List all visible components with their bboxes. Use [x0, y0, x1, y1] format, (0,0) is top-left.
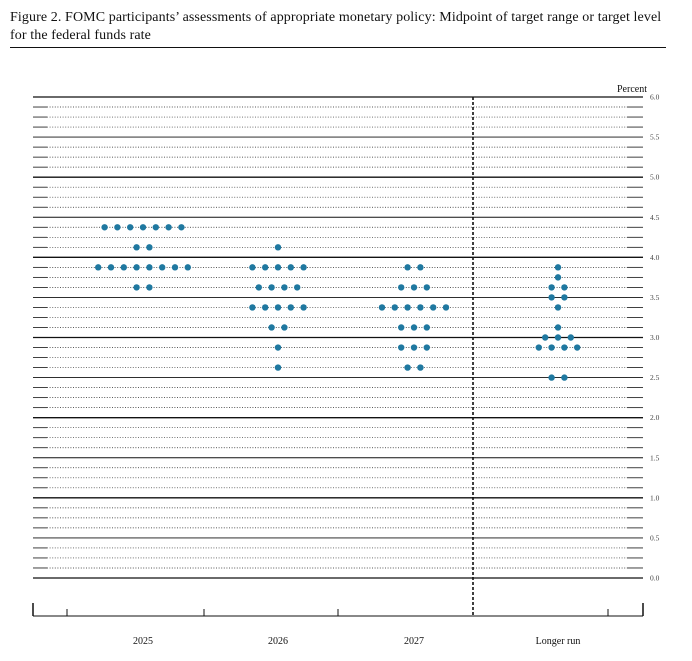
x-category-label: Longer run [536, 636, 581, 647]
participant-dot [120, 264, 128, 271]
participant-dot [165, 224, 172, 231]
participant-dot [404, 264, 411, 271]
participant-dot [404, 304, 411, 311]
participant-dot [554, 334, 562, 341]
participant-dot [423, 344, 430, 351]
figure-title: Figure 2. FOMC participants’ assessments… [10, 10, 662, 43]
participant-dot [542, 334, 549, 341]
y-tick-label: 1.0 [650, 493, 660, 502]
participant-dot [554, 304, 562, 311]
participant-dot [294, 284, 301, 291]
y-tick-label: 4.5 [650, 213, 660, 222]
y-tick-label: 0.5 [650, 533, 660, 542]
title-rule [10, 47, 666, 48]
y-tick-label: 3.5 [650, 293, 660, 302]
participant-dot [554, 264, 562, 271]
y-tick-label: 0.0 [650, 574, 660, 583]
participant-dot [255, 284, 262, 291]
participant-dot [133, 244, 140, 251]
participant-dot [378, 304, 386, 311]
participant-dot [171, 264, 179, 271]
participant-dot [249, 264, 256, 271]
participant-dot [262, 304, 269, 311]
y-tick-label: 1.5 [650, 453, 660, 462]
participant-dot [398, 324, 405, 331]
y-tick-label: 5.5 [650, 133, 660, 142]
participant-dot [442, 304, 450, 311]
participant-dot [548, 374, 555, 381]
participant-dot [249, 304, 256, 311]
participant-dot [101, 224, 108, 231]
participant-dot [274, 264, 282, 271]
participant-dot [410, 344, 418, 351]
participant-dot [287, 304, 294, 311]
participant-dot [262, 264, 269, 271]
participant-dot [423, 324, 430, 331]
participant-dot [178, 224, 185, 231]
participant-dot [567, 334, 574, 341]
participant-dot [268, 324, 275, 331]
participant-dot [114, 224, 121, 231]
participant-dot [146, 264, 153, 271]
participant-dot [159, 264, 166, 271]
x-category-label: 2025 [133, 636, 153, 647]
participant-dot [561, 294, 568, 301]
participant-dot [548, 284, 555, 291]
y-tick-label: 5.0 [650, 173, 660, 182]
participant-dot [133, 264, 140, 271]
y-tick-label: 2.5 [650, 373, 660, 382]
participant-dot [391, 304, 398, 311]
y-tick-label: 2.0 [650, 413, 660, 422]
participant-dot [404, 364, 411, 371]
participant-dot [146, 244, 153, 251]
participant-dot [548, 294, 555, 301]
participant-dot [535, 344, 542, 351]
y-tick-label: 6.0 [650, 93, 660, 102]
participant-dot [107, 264, 115, 271]
participant-dot [398, 344, 405, 351]
participant-dot [574, 344, 581, 351]
participant-dot [300, 304, 307, 311]
participant-dot [410, 324, 418, 331]
participant-dot [281, 284, 288, 291]
participant-dot [410, 284, 418, 291]
x-category-label: 2027 [404, 636, 424, 647]
participant-dot [417, 304, 424, 311]
participant-dot [139, 224, 147, 231]
participant-dot [274, 364, 282, 371]
participant-dot [133, 284, 140, 291]
participant-dot [554, 274, 562, 281]
participant-dot [430, 304, 437, 311]
participant-dot [127, 224, 134, 231]
participant-dot [417, 364, 424, 371]
participant-dot [95, 264, 102, 271]
y-tick-label: 4.0 [650, 253, 660, 262]
y-tick-label: 3.0 [650, 333, 660, 342]
participant-dot [274, 244, 282, 251]
participant-dot [184, 264, 191, 271]
participant-dot [274, 304, 282, 311]
participant-dot [287, 264, 294, 271]
participant-dot [423, 284, 430, 291]
x-category-label: 2026 [268, 636, 288, 647]
participant-dot [398, 284, 405, 291]
participant-dot [300, 264, 307, 271]
participant-dot [554, 324, 562, 331]
participant-dot [417, 264, 424, 271]
participant-dot [548, 344, 555, 351]
participant-dot [561, 344, 568, 351]
participant-dot [561, 374, 568, 381]
y-axis-label: Percent [617, 84, 647, 95]
participant-dot [268, 284, 275, 291]
participant-dot [146, 284, 153, 291]
participant-dot [152, 224, 159, 231]
participant-dot [274, 344, 282, 351]
participant-dot [561, 284, 568, 291]
participant-dot [281, 324, 288, 331]
